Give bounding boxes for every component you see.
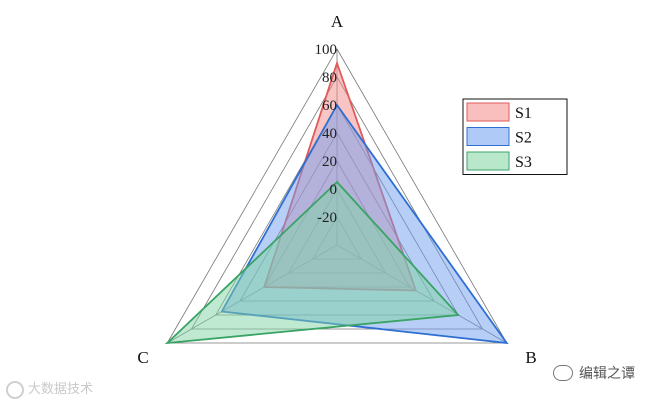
watermark-left: 大数据技术 [6, 378, 93, 399]
legend-swatch-s3 [466, 151, 510, 171]
legend-label-s3: S3 [515, 154, 532, 171]
tick-label: 60 [322, 98, 337, 114]
tick-label: 0 [330, 182, 338, 198]
tick-label: 40 [322, 126, 337, 142]
tick-label: 20 [322, 154, 337, 170]
series-area-s3 [164, 180, 461, 345]
legend-label-s2: S2 [515, 130, 532, 147]
tick-label: 80 [322, 70, 337, 86]
legend: S1 S2 S3 [462, 98, 568, 175]
legend-swatch-s2 [466, 127, 510, 146]
watermark-left-text: 大数据技术 [28, 382, 94, 397]
grid-ring [166, 48, 508, 344]
watermark-right-text: 编辑之谭 [579, 366, 635, 382]
watermark-right: 编辑之谭 [553, 363, 635, 383]
radar-axis-labels: A B C [137, 12, 536, 367]
radar-tick-labels: -20 0 20 40 60 80 100 [315, 42, 338, 226]
legend-label-s1: S1 [515, 105, 532, 122]
legend-swatch-s1 [466, 102, 510, 122]
grid-ring [190, 76, 484, 330]
axis-label-b: B [525, 348, 536, 367]
wechat-icon [553, 365, 573, 381]
tick-label: 100 [315, 42, 338, 58]
axis-label-c: C [137, 348, 148, 367]
tick-label: -20 [317, 210, 337, 226]
watermark-logo-icon [6, 380, 24, 399]
radar-series [164, 60, 509, 345]
axis-label-a: A [331, 12, 344, 31]
